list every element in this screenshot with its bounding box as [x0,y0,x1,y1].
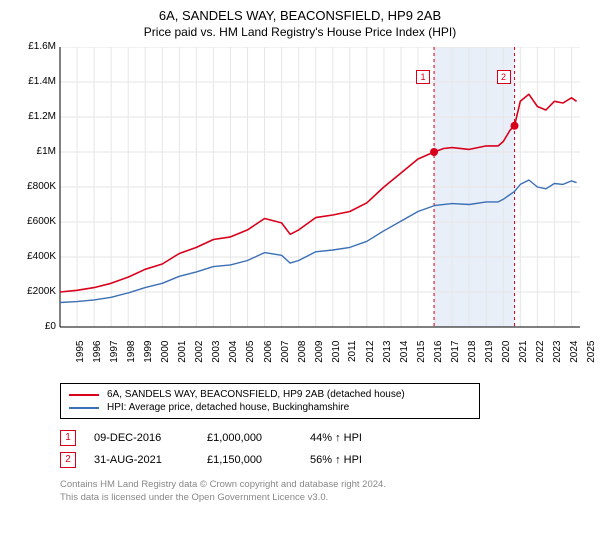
x-tick-label: 1999 [143,341,154,363]
x-tick-label: 2004 [228,341,239,363]
transaction-table: 1 09-DEC-2016 £1,000,000 44% ↑ HPI 2 31-AUG-2… [60,427,584,471]
footer-line-2: This data is licensed under the Open Gov… [60,492,584,505]
x-tick-label: 1996 [92,341,103,363]
legend-item: HPI: Average price, detached house, Buck… [69,401,471,414]
transaction-delta: 56% ↑ HPI [310,454,390,466]
transaction-date: 09-DEC-2016 [94,432,189,444]
footer-attribution: Contains HM Land Registry data © Crown c… [60,479,584,505]
legend-swatch [69,394,99,396]
y-tick-label: £1.6M [16,41,56,52]
footer-line-1: Contains HM Land Registry data © Crown c… [60,479,584,492]
chart-title-block: 6A, SANDELS WAY, BEACONSFIELD, HP9 2AB P… [16,8,584,39]
x-tick-label: 1998 [126,341,137,363]
chart-title-sub: Price paid vs. HM Land Registry's House … [16,25,584,39]
x-tick-label: 2013 [382,341,393,363]
x-tick-label: 2011 [347,341,358,363]
x-tick-label: 2007 [279,341,290,363]
x-tick-label: 2023 [552,341,563,363]
legend-item: 6A, SANDELS WAY, BEACONSFIELD, HP9 2AB (… [69,388,471,401]
y-tick-label: £600K [16,216,56,227]
transaction-badge: 1 [60,430,76,446]
transaction-row: 2 31-AUG-2021 £1,150,000 56% ↑ HPI [60,449,584,471]
chart-title-main: 6A, SANDELS WAY, BEACONSFIELD, HP9 2AB [16,8,584,23]
transaction-badge: 2 [60,452,76,468]
y-tick-label: £400K [16,251,56,262]
x-tick-label: 2024 [569,341,580,363]
transaction-row: 1 09-DEC-2016 £1,000,000 44% ↑ HPI [60,427,584,449]
x-tick-label: 2019 [484,341,495,363]
transaction-price: £1,000,000 [207,432,292,444]
x-tick-label: 2005 [245,341,256,363]
y-tick-label: £1.2M [16,111,56,122]
marker-callout-badge: 1 [416,70,430,84]
y-tick-label: £200K [16,286,56,297]
x-tick-label: 2022 [535,341,546,363]
x-tick-label: 1997 [109,341,120,363]
x-tick-label: 2020 [501,341,512,363]
line-chart [16,47,592,331]
transaction-delta: 44% ↑ HPI [310,432,390,444]
x-tick-label: 1995 [75,341,86,363]
x-tick-label: 2000 [160,341,171,363]
legend-swatch [69,407,99,409]
x-tick-label: 2008 [296,341,307,363]
y-tick-label: £0 [16,321,56,332]
chart-area: £0£200K£400K£600K£800K£1M£1.2M£1.4M£1.6M… [16,47,584,377]
x-tick-label: 2015 [416,341,427,363]
legend: 6A, SANDELS WAY, BEACONSFIELD, HP9 2AB (… [60,383,480,419]
x-tick-label: 2018 [467,341,478,363]
x-tick-label: 2006 [262,341,273,363]
legend-label: HPI: Average price, detached house, Buck… [107,402,349,413]
x-tick-label: 2003 [211,341,222,363]
transaction-date: 31-AUG-2021 [94,454,189,466]
x-tick-label: 2016 [433,341,444,363]
x-tick-label: 2002 [194,341,205,363]
x-tick-label: 2025 [586,341,597,363]
x-tick-label: 2001 [177,341,188,363]
x-tick-label: 2017 [450,341,461,363]
x-tick-label: 2010 [330,341,341,363]
transaction-price: £1,150,000 [207,454,292,466]
legend-label: 6A, SANDELS WAY, BEACONSFIELD, HP9 2AB (… [107,389,405,400]
x-tick-label: 2012 [365,341,376,363]
x-tick-label: 2021 [518,341,529,363]
y-tick-label: £1M [16,146,56,157]
marker-callout-badge: 2 [497,70,511,84]
y-tick-label: £800K [16,181,56,192]
x-tick-label: 2014 [399,341,410,363]
x-tick-label: 2009 [313,341,324,363]
y-tick-label: £1.4M [16,76,56,87]
